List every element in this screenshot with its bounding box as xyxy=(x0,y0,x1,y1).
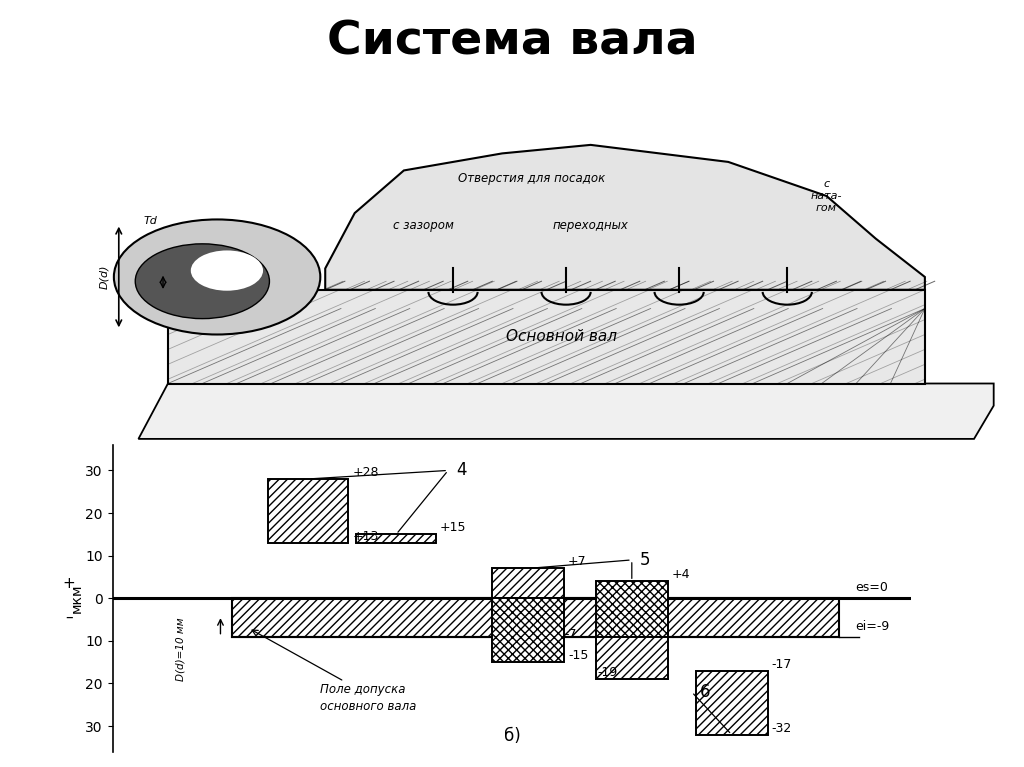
Text: 6: 6 xyxy=(699,683,711,701)
Text: Система вала: Система вала xyxy=(327,20,697,64)
Text: -19: -19 xyxy=(597,667,617,680)
Bar xyxy=(492,568,564,598)
Text: -7: -7 xyxy=(564,628,577,641)
Text: +15: +15 xyxy=(440,522,467,535)
Text: б): б) xyxy=(504,727,520,746)
Text: Основной вал: Основной вал xyxy=(506,329,616,344)
Text: с зазором: с зазором xyxy=(393,219,454,232)
Text: -17: -17 xyxy=(772,657,792,670)
Polygon shape xyxy=(326,145,925,290)
Bar xyxy=(695,670,768,735)
Text: D(d)=10 мм: D(d)=10 мм xyxy=(175,617,185,681)
Y-axis label: мкм: мкм xyxy=(70,584,84,613)
Text: 4: 4 xyxy=(456,462,467,479)
Bar xyxy=(596,637,668,680)
Text: +7: +7 xyxy=(568,555,587,568)
Text: переходных: переходных xyxy=(553,219,629,232)
Text: Отверстия для посадок: Отверстия для посадок xyxy=(458,173,605,186)
Text: -15: -15 xyxy=(568,649,588,662)
Ellipse shape xyxy=(190,251,263,291)
Text: +28: +28 xyxy=(352,466,379,479)
Text: +13: +13 xyxy=(352,530,379,543)
Text: +4: +4 xyxy=(672,568,690,581)
Text: 5: 5 xyxy=(640,551,650,569)
Bar xyxy=(232,598,840,637)
Text: -32: -32 xyxy=(772,722,792,735)
Text: с
ната-
гом: с ната- гом xyxy=(811,179,843,212)
Bar xyxy=(168,290,925,384)
Ellipse shape xyxy=(114,219,321,334)
Bar xyxy=(356,535,436,543)
Text: –: – xyxy=(65,610,73,625)
Bar xyxy=(596,581,668,637)
Polygon shape xyxy=(138,384,993,439)
Text: es=0: es=0 xyxy=(855,581,889,594)
Text: Td: Td xyxy=(143,216,158,225)
Ellipse shape xyxy=(135,244,269,318)
Text: +: + xyxy=(62,576,75,591)
Text: D(d): D(d) xyxy=(99,265,109,289)
Bar xyxy=(268,479,348,543)
Text: Поле допуска
основного вала: Поле допуска основного вала xyxy=(321,683,417,713)
Bar xyxy=(492,598,564,662)
Text: ei=-9: ei=-9 xyxy=(855,621,890,634)
